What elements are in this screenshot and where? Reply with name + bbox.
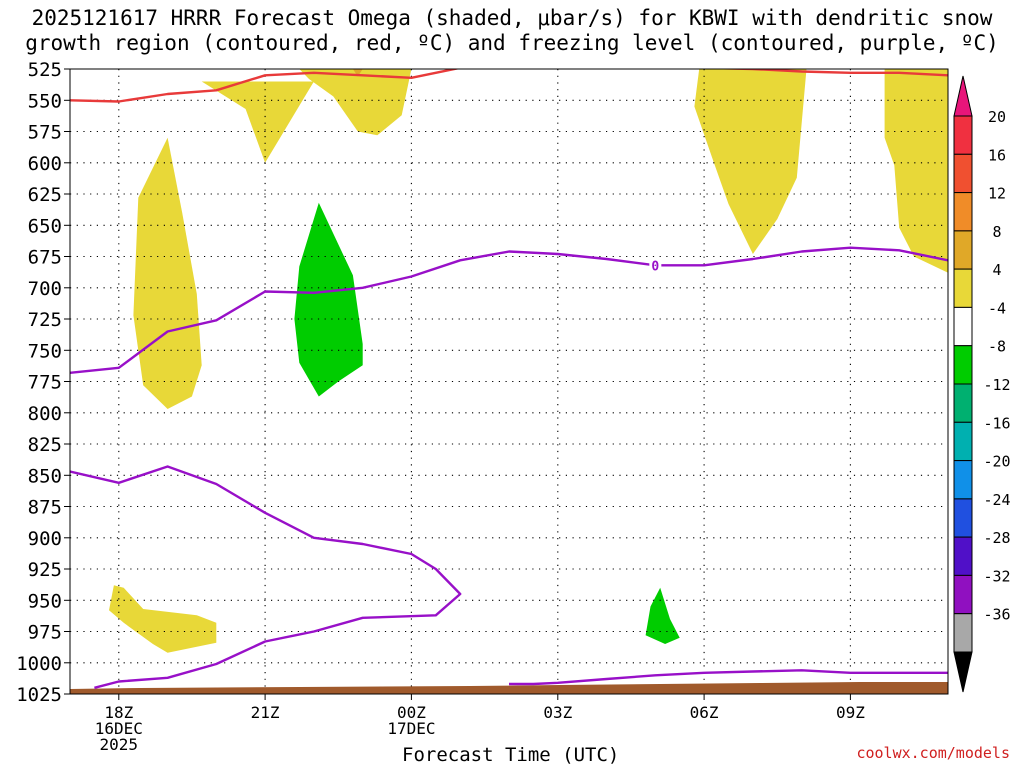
colorbar-label: -4	[988, 299, 1006, 317]
x-tick-label: 16DEC	[95, 719, 143, 738]
colorbar-bin	[953, 153, 973, 194]
omega-region-upward-motion-1	[133, 137, 202, 410]
y-tick-label: 650	[28, 215, 62, 237]
y-tick-label: 875	[28, 497, 62, 519]
colorbar-bin	[953, 536, 973, 576]
chart-title-line-2: growth region (contoured, red, ºC) and f…	[25, 31, 999, 55]
contour-line-0	[70, 69, 948, 103]
y-tick-label: 750	[28, 340, 62, 362]
colorbar-label: -20	[983, 453, 1010, 471]
chart-title: 2025121617 HRRR Forecast Omega (shaded, …	[0, 6, 1024, 56]
colorbar-bin	[953, 460, 973, 500]
y-tick-label: 925	[28, 559, 62, 581]
colorbar-bin	[953, 498, 973, 538]
omega-region-upward-motion-5	[884, 69, 948, 273]
colorbar-label: 12	[988, 185, 1006, 203]
plot-area-background	[70, 69, 948, 694]
y-tick-label: 975	[28, 622, 62, 644]
contour-label-bg	[649, 257, 662, 274]
contour-line-1	[70, 246, 948, 374]
contour-line-3	[509, 669, 948, 686]
colorbar-bin	[953, 230, 973, 270]
y-tick-label: 825	[28, 434, 62, 456]
y-axis: 525 550 575 600 625 650 675 700 725 750 775 800 825 8…	[16, 59, 70, 706]
omega-region-upward-motion-7	[352, 69, 363, 77]
credit-text: coolwx.com/models	[856, 744, 1010, 762]
x-axis-label: Forecast Time (UTC)	[402, 744, 620, 766]
omega-region-downward-motion-1	[294, 202, 363, 397]
omega-region-upward-motion-6	[109, 585, 217, 653]
y-tick-label: 900	[28, 528, 62, 550]
colorbar-bin	[953, 345, 973, 385]
colorbar-bin	[953, 383, 973, 423]
y-tick-label: 800	[28, 403, 62, 425]
terrain-fill	[70, 682, 948, 694]
colorbar-bottom-arrow	[953, 651, 973, 693]
colorbar-label: -16	[983, 414, 1010, 432]
y-tick-label: 1000	[16, 653, 62, 675]
colorbar-label: -24	[983, 491, 1010, 509]
y-tick-label: 675	[28, 247, 62, 269]
y-tick-label: 700	[28, 278, 62, 300]
y-tick-label: 725	[28, 309, 62, 331]
colorbar-bin	[953, 613, 973, 653]
colorbar-top-arrow	[953, 75, 973, 117]
x-tick-label: 21Z	[251, 703, 280, 722]
y-tick-label: 625	[28, 184, 62, 206]
terrain-layer	[70, 682, 948, 694]
colorbar-label: 20	[988, 108, 1006, 126]
colorbar-bin	[953, 306, 973, 347]
x-tick-label: 17DEC	[387, 719, 435, 738]
y-tick-label: 525	[28, 59, 62, 81]
contour-line-2	[70, 465, 462, 689]
colorbar-label: 8	[992, 223, 1001, 241]
colorbar-bin	[953, 574, 973, 615]
y-tick-label: 850	[28, 465, 62, 487]
y-tick-label: 775	[28, 372, 62, 394]
chart-title-line-1: 2025121617 HRRR Forecast Omega (shaded, …	[31, 6, 993, 30]
colorbar-label: -28	[983, 529, 1010, 547]
colorbar-bin	[953, 192, 973, 232]
colorbar-label: 16	[988, 146, 1006, 164]
y-tick-label: 950	[28, 590, 62, 612]
x-tick-label: 03Z	[543, 703, 572, 722]
omega-region-upward-motion-2	[201, 81, 314, 163]
colorbar-label: 4	[992, 261, 1001, 279]
colorbar-bin	[953, 268, 973, 308]
colorbar-bin	[953, 421, 973, 462]
y-tick-label: 575	[28, 122, 62, 144]
contour-label: 0	[651, 259, 659, 274]
y-tick-label: 550	[28, 90, 62, 112]
x-tick-label: 00Z	[397, 703, 426, 722]
x-tick-label: 06Z	[690, 703, 719, 722]
x-tick-label: 18Z	[104, 703, 133, 722]
omega-region-upward-motion-3	[265, 69, 412, 136]
x-tick-label: 2025	[100, 735, 139, 754]
colorbar-label: -32	[983, 567, 1010, 585]
colorbar-bin	[953, 115, 973, 155]
colorbar-label: -36	[983, 606, 1010, 624]
y-tick-label: 600	[28, 153, 62, 175]
omega-region-upward-motion-4	[694, 69, 807, 254]
y-tick-label: 1025	[16, 684, 62, 706]
colorbar-label: -8	[988, 338, 1006, 356]
contour-lines-layer: 0	[70, 69, 948, 689]
omega-region-downward-motion-2	[645, 587, 680, 644]
colorbar: 20 16 12 8 4 -4 -8 -12 -16 -20 -24 -28 -32 -36	[953, 75, 1011, 693]
x-tick-label: 09Z	[836, 703, 865, 722]
omega-shading-layer	[109, 69, 948, 653]
colorbar-label: -12	[983, 376, 1010, 394]
